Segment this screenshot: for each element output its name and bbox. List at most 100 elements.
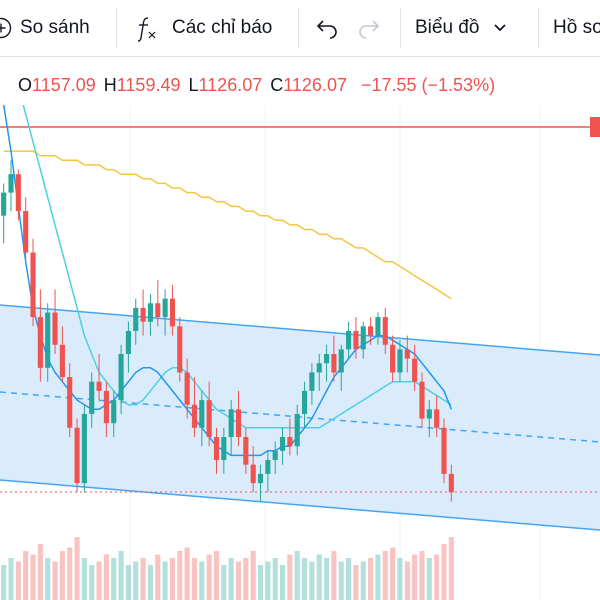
candle-body bbox=[52, 312, 58, 345]
price-chart[interactable] bbox=[0, 105, 600, 600]
candle-body bbox=[426, 409, 432, 419]
price-level-handle bbox=[590, 117, 600, 137]
volume-bar bbox=[213, 551, 220, 600]
candle-body bbox=[23, 211, 29, 253]
toolbar-divider bbox=[298, 8, 299, 48]
volume-bar bbox=[125, 565, 131, 600]
candle-body bbox=[37, 317, 43, 368]
candle-body bbox=[360, 326, 366, 350]
volume-bar bbox=[412, 554, 418, 600]
candle-body bbox=[162, 298, 168, 318]
volume-bar bbox=[147, 565, 154, 600]
volume-bar bbox=[59, 551, 65, 600]
volume-bar bbox=[294, 551, 300, 600]
low-value: 1126.07 bbox=[198, 74, 263, 95]
candle-body bbox=[448, 473, 454, 493]
top-toolbar: So sánh Các chỉ báo Biểu đồ Hồ sơ bbox=[0, 0, 600, 57]
candle-body bbox=[103, 390, 109, 424]
ohlc-legend: O 1157.09 H 1159.49 L 1126.07 C 1126.07 … bbox=[18, 70, 495, 100]
volume-bar bbox=[45, 558, 51, 600]
candle-body bbox=[228, 409, 234, 437]
indicators-button[interactable]: Các chỉ báo bbox=[134, 0, 272, 56]
volume-bar bbox=[404, 561, 410, 600]
volume-bar bbox=[250, 551, 256, 600]
volume-bar bbox=[15, 561, 21, 600]
candle-body bbox=[89, 381, 95, 414]
plus-circle-icon bbox=[0, 17, 12, 39]
candle-body bbox=[111, 400, 117, 424]
toolbar-divider bbox=[400, 8, 401, 48]
candle-body bbox=[184, 372, 190, 405]
volume-bar bbox=[272, 558, 278, 600]
candle-body bbox=[404, 349, 410, 359]
volume-bar bbox=[309, 561, 315, 600]
volume-bar bbox=[67, 547, 73, 600]
high-value: 1159.49 bbox=[116, 74, 181, 95]
candle-body bbox=[368, 326, 374, 336]
volume-bar bbox=[169, 558, 176, 600]
open-value: 1157.09 bbox=[32, 74, 96, 95]
volume-bar bbox=[23, 551, 29, 600]
undo-button[interactable] bbox=[314, 0, 340, 56]
volume-bar bbox=[133, 561, 139, 600]
candle-body bbox=[30, 252, 36, 318]
volume-bar bbox=[324, 558, 330, 600]
candle-body bbox=[287, 437, 293, 447]
candle-body bbox=[8, 174, 14, 193]
volume-bar bbox=[390, 547, 396, 600]
volume-bar bbox=[346, 558, 352, 600]
volume-bar bbox=[1, 565, 7, 600]
volume-bar bbox=[338, 561, 344, 600]
compare-button[interactable]: So sánh bbox=[0, 0, 90, 56]
candle-body bbox=[257, 473, 264, 484]
volume-bar bbox=[419, 551, 425, 600]
close-value: 1126.07 bbox=[283, 74, 347, 95]
candle-body bbox=[155, 303, 161, 318]
volume-bar bbox=[199, 561, 205, 600]
volume-bar bbox=[81, 558, 87, 600]
toolbar-divider bbox=[116, 8, 117, 48]
candle-body bbox=[133, 307, 139, 331]
candle-body bbox=[397, 349, 403, 373]
candle-body bbox=[147, 303, 154, 322]
change-value: −17.55 (−1.53%) bbox=[360, 74, 496, 95]
volume-bar bbox=[301, 558, 308, 600]
ma-fast-line bbox=[2, 105, 452, 457]
candle-body bbox=[441, 427, 447, 474]
volume-bar bbox=[434, 554, 440, 600]
volume-bar bbox=[155, 554, 161, 600]
channel-lower-line bbox=[0, 479, 600, 531]
candle-body bbox=[309, 372, 315, 391]
volume-bar bbox=[177, 551, 183, 600]
candle-body bbox=[67, 377, 73, 428]
volume-bar bbox=[279, 565, 286, 600]
candle-body bbox=[243, 437, 249, 465]
candle-body bbox=[250, 464, 256, 484]
chevron-down-icon bbox=[493, 23, 507, 33]
candle-body bbox=[375, 317, 381, 336]
undo-arrow-icon bbox=[314, 17, 340, 39]
volume-bar bbox=[243, 558, 249, 600]
volume-bar bbox=[140, 558, 146, 600]
volume-bar bbox=[118, 551, 124, 600]
candle-body bbox=[301, 390, 308, 414]
volume-bar bbox=[52, 561, 58, 600]
candle-body bbox=[125, 330, 131, 354]
candle-body bbox=[294, 413, 300, 447]
profile-button[interactable]: Hồ sơ bbox=[553, 0, 600, 56]
profile-label: Hồ sơ bbox=[553, 17, 600, 38]
volume-bar bbox=[206, 554, 212, 600]
redo-button[interactable] bbox=[356, 0, 382, 56]
volume-bar bbox=[8, 558, 14, 600]
candle-body bbox=[279, 437, 286, 451]
volume-bar bbox=[375, 554, 381, 600]
chart-type-dropdown[interactable]: Biểu đồ bbox=[415, 0, 507, 56]
candle-body bbox=[353, 330, 359, 350]
volume-bar bbox=[448, 537, 454, 600]
candle-body bbox=[199, 400, 205, 428]
candle-body bbox=[96, 381, 102, 391]
volume-bar bbox=[103, 554, 109, 600]
volume-bar bbox=[360, 561, 366, 600]
volume-bar bbox=[74, 537, 80, 600]
candle-body bbox=[316, 363, 322, 373]
